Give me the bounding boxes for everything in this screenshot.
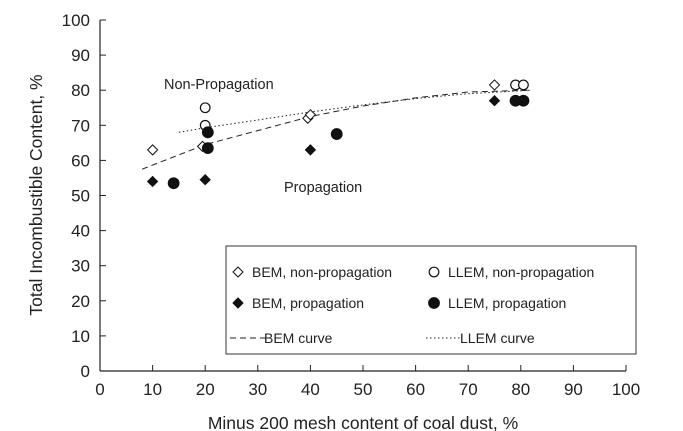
legend-label: BEM, propagation bbox=[252, 295, 364, 311]
circle-data-point bbox=[167, 177, 180, 190]
y-tick-label: 90 bbox=[71, 46, 90, 65]
x-axis-title: Minus 200 mesh content of coal dust, % bbox=[208, 413, 518, 431]
diamond-data-point bbox=[488, 79, 501, 91]
y-tick-label: 30 bbox=[71, 257, 90, 276]
circle-data-point bbox=[518, 79, 529, 91]
non-propagation-label: Non-Propagation bbox=[164, 77, 274, 93]
y-axis-title: Total Incombustible Content, % bbox=[26, 74, 46, 315]
y-tick-label: 20 bbox=[71, 292, 90, 311]
y-tick-layer: 0 10 20 30 40 50 60 70 80 90 100 bbox=[62, 11, 106, 381]
circle-data-point bbox=[201, 126, 214, 139]
y-tick-label: 80 bbox=[71, 81, 90, 100]
y-tick-label: 50 bbox=[71, 187, 90, 206]
x-tick-label: 30 bbox=[248, 380, 267, 399]
circle-data-point bbox=[517, 94, 530, 107]
legend: BEM, non-propagation LLEM, non-propagatio… bbox=[225, 245, 637, 355]
curve-layer bbox=[141, 89, 532, 170]
y-tick-label: 100 bbox=[62, 11, 90, 30]
legend-label: LLEM curve bbox=[460, 330, 535, 346]
y-tick-label: 40 bbox=[71, 222, 90, 241]
marker-layer bbox=[146, 79, 530, 190]
x-tick-label: 20 bbox=[196, 380, 215, 399]
y-tick-label: 70 bbox=[71, 116, 90, 135]
x-tick-label: 60 bbox=[406, 380, 425, 399]
x-tick-label: 90 bbox=[564, 380, 583, 399]
circle-data-point bbox=[201, 142, 214, 155]
diamond-data-point bbox=[199, 173, 211, 186]
x-tick-label: 0 bbox=[95, 380, 104, 399]
legend-label: LLEM, propagation bbox=[448, 295, 566, 311]
legend-marker-swatch bbox=[428, 297, 440, 309]
x-tick-label: 70 bbox=[459, 380, 478, 399]
propagation-label: Propagation bbox=[284, 180, 362, 196]
legend-label: BEM curve bbox=[264, 330, 333, 346]
circle-data-point bbox=[199, 102, 211, 114]
bem-curve-line bbox=[141, 89, 532, 170]
legend-marker-swatch bbox=[428, 266, 440, 278]
x-tick-label: 10 bbox=[143, 380, 162, 399]
diamond-data-point bbox=[304, 144, 317, 156]
y-tick-label: 10 bbox=[71, 327, 90, 346]
llem-curve-line bbox=[178, 89, 532, 133]
x-tick-label: 80 bbox=[511, 380, 530, 399]
legend-marker-swatch bbox=[232, 297, 244, 309]
diamond-data-point bbox=[304, 109, 317, 121]
circle-data-point bbox=[330, 128, 343, 140]
y-tick-label: 0 bbox=[81, 362, 90, 381]
legend-items: BEM, non-propagation LLEM, non-propagatio… bbox=[230, 264, 594, 346]
y-tick-label: 60 bbox=[71, 151, 90, 170]
legend-label: LLEM, non-propagation bbox=[448, 264, 594, 280]
x-tick-label: 50 bbox=[354, 380, 373, 399]
diamond-data-point bbox=[488, 95, 501, 107]
diamond-data-point bbox=[146, 144, 159, 156]
x-tick-label: 100 bbox=[612, 380, 640, 399]
diamond-data-point bbox=[146, 175, 159, 188]
legend-label: BEM, non-propagation bbox=[252, 264, 392, 280]
x-tick-layer: 0 10 20 30 40 50 60 70 80 90 100 bbox=[95, 365, 640, 399]
x-tick-label: 40 bbox=[301, 380, 320, 399]
annotation-layer: Non-Propagation Propagation bbox=[164, 77, 362, 196]
legend-marker-swatch bbox=[232, 266, 244, 278]
